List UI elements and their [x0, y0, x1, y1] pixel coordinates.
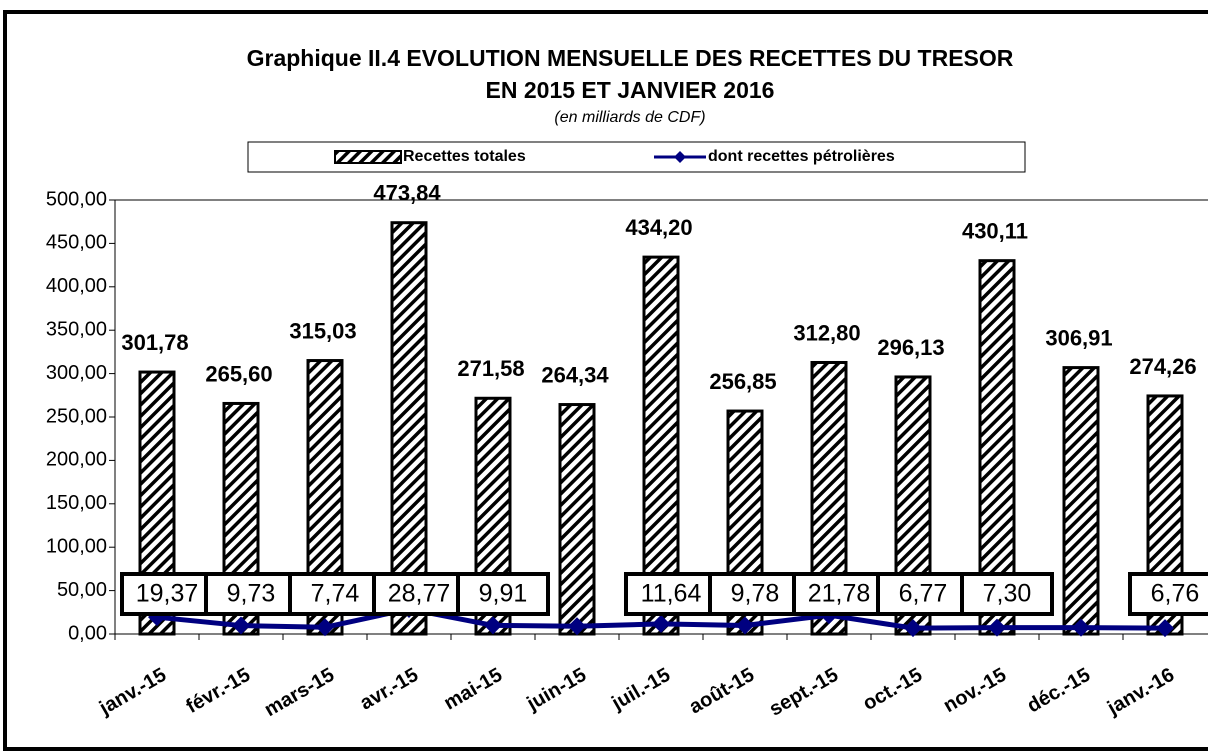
- y-tick-label: 0,00: [68, 622, 107, 644]
- bar: [558, 403, 596, 636]
- line-marker: [568, 617, 586, 636]
- bar-value-label: 312,80: [793, 320, 860, 345]
- bar-value-label: 256,85: [709, 369, 776, 394]
- y-tick-label: 450,00: [46, 232, 107, 254]
- y-tick-label: 150,00: [46, 492, 107, 514]
- line-value-label-box: [792, 572, 886, 616]
- bar-value-label: 265,60: [205, 361, 272, 386]
- bar-value-label: 274,26: [1129, 354, 1196, 379]
- y-tick-label: 250,00: [46, 405, 107, 427]
- bar: [1062, 366, 1100, 636]
- y-tick-label: 300,00: [46, 362, 107, 384]
- line-value-label: 9,73: [227, 580, 276, 608]
- bar: [642, 255, 680, 636]
- line-value-label-box: [960, 572, 1054, 616]
- line-value-label-box: [1128, 572, 1208, 616]
- line-marker: [988, 618, 1006, 637]
- bar-value-label: 473,84: [373, 181, 441, 206]
- line-marker: [652, 614, 670, 633]
- line-value-label: 9,78: [731, 580, 780, 608]
- bar-value-label: 271,58: [457, 356, 524, 381]
- y-tick-label: 200,00: [46, 449, 107, 471]
- y-tick-label: 350,00: [46, 318, 107, 340]
- bar: [390, 221, 428, 636]
- bar-value-label: 430,11: [962, 218, 1028, 243]
- line-marker: [1156, 619, 1174, 638]
- line-marker: [316, 618, 334, 637]
- line-value-label: 7,30: [983, 580, 1032, 608]
- chart-title: Graphique II.4 EVOLUTION MENSUELLE DES R…: [247, 45, 1014, 71]
- line-value-label-box: [624, 572, 718, 616]
- bar-value-label: 264,34: [541, 362, 609, 387]
- line-marker: [904, 619, 922, 638]
- line-value-label-box: [708, 572, 802, 616]
- bar: [978, 259, 1016, 636]
- chart-subtitle: (en milliards de CDF): [554, 109, 705, 126]
- line-value-label: 28,77: [388, 580, 451, 608]
- line-marker: [232, 616, 250, 635]
- y-tick-label: 500,00: [46, 188, 107, 210]
- line-value-label: 6,77: [899, 580, 948, 608]
- bar-value-label: 434,20: [625, 215, 692, 240]
- bar-value-label: 296,13: [877, 335, 944, 360]
- bar-value-label: 306,91: [1045, 325, 1112, 350]
- line-marker: [736, 616, 754, 635]
- legend-label: Recettes totales: [403, 148, 526, 165]
- line-value-label: 6,76: [1151, 580, 1200, 608]
- line-marker: [1072, 618, 1090, 637]
- line-value-label-box: [456, 572, 550, 616]
- y-tick-label: 100,00: [46, 535, 107, 557]
- legend-swatch: [334, 150, 402, 164]
- line-value-label: 9,91: [479, 580, 528, 608]
- y-tick-label: 50,00: [57, 579, 107, 601]
- chart-title: EN 2015 ET JANVIER 2016: [486, 77, 775, 103]
- line-value-label: 19,37: [136, 580, 199, 608]
- bar-value-label: 315,03: [289, 318, 356, 343]
- bar-value-label: 301,78: [121, 330, 188, 355]
- line-value-label-box: [372, 572, 466, 616]
- line-value-label: 7,74: [311, 580, 360, 608]
- y-tick-label: 400,00: [46, 275, 107, 297]
- line-value-label: 11,64: [641, 580, 702, 608]
- line-value-label: 21,78: [808, 580, 871, 608]
- line-marker: [484, 616, 502, 635]
- legend-swatch: [674, 151, 686, 163]
- legend-label: dont recettes pétrolières: [708, 148, 895, 165]
